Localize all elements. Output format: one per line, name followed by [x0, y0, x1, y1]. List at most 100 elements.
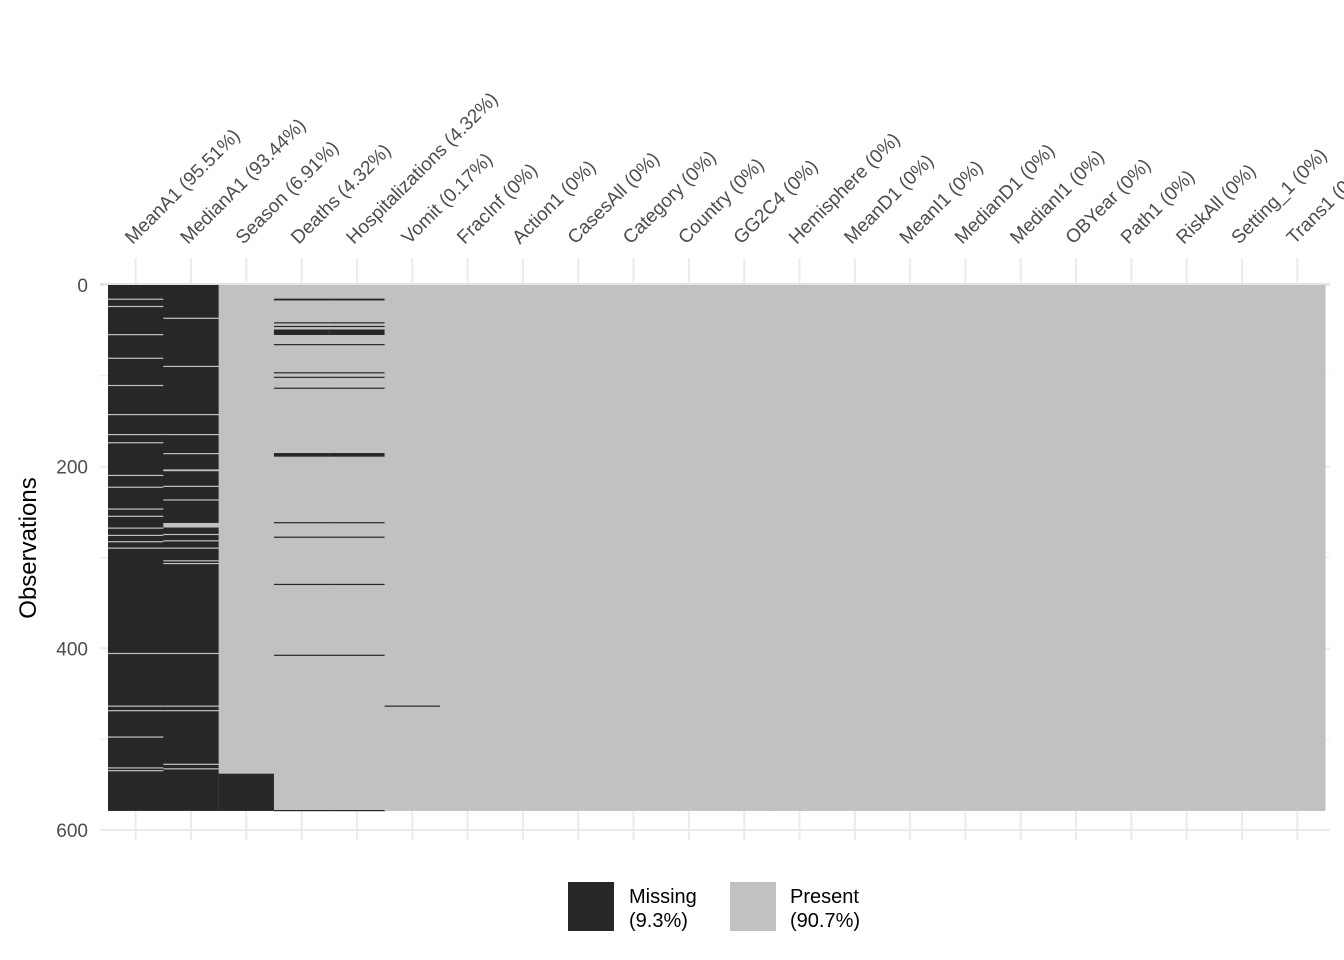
cell-present: [108, 305, 164, 308]
cell-present: [163, 547, 220, 549]
column-cell-present: [827, 285, 883, 811]
y-tick-label: 600: [56, 821, 88, 842]
column-cell-present: [329, 285, 386, 811]
cell-missing: [273, 387, 330, 389]
column-cell-present: [384, 285, 441, 811]
cell-missing: [329, 387, 386, 389]
cell-present: [108, 710, 164, 712]
column-cell-present: [218, 285, 275, 811]
cell-present: [108, 413, 164, 416]
cell-missing: [329, 536, 386, 538]
legend-swatch-present: [730, 882, 776, 931]
cell-missing: [218, 773, 275, 811]
column-cell-present: [439, 285, 496, 811]
cell-missing: [273, 325, 330, 328]
cell-present: [163, 768, 220, 770]
column-cell-present: [1214, 285, 1271, 811]
cell-missing: [273, 583, 330, 586]
cell-present: [108, 547, 164, 549]
legend-swatch-missing: [568, 882, 614, 931]
cell-missing: [273, 372, 330, 374]
cell-missing: [329, 344, 386, 346]
column-label: Season (6.91%): [232, 137, 343, 248]
cell-present: [163, 522, 220, 528]
cell-missing: [273, 376, 330, 378]
legend-pct-missing: (9.3%): [629, 910, 688, 932]
column-cell-present: [882, 285, 939, 811]
column-cell-present: [937, 285, 994, 811]
column-cell-present: [716, 285, 773, 811]
cell-present: [163, 763, 220, 765]
cell-missing: [329, 298, 386, 301]
cell-present: [163, 533, 220, 536]
legend-pct-present: (90.7%): [790, 910, 860, 932]
column-cell-present: [273, 285, 330, 811]
cell-missing: [273, 322, 330, 324]
column-cell-present: [661, 285, 717, 811]
column-cell-present: [771, 285, 828, 811]
cell-missing: [329, 329, 386, 335]
column-cell-present: [605, 285, 662, 811]
cell-missing: [329, 325, 386, 328]
cell-missing: [329, 810, 386, 812]
cell-present: [163, 317, 220, 319]
cell-present: [163, 365, 220, 368]
cell-missing: [329, 372, 386, 374]
cell-present: [108, 508, 164, 510]
y-tick-label: 0: [77, 276, 88, 297]
y-axis-title: Observations: [15, 477, 42, 618]
cell-present: [108, 298, 164, 300]
cell-missing: [273, 810, 330, 812]
column-label: Deaths (4.32%): [287, 140, 395, 248]
cell-missing: [273, 344, 330, 346]
cell-present: [163, 562, 220, 565]
cell-present: [108, 736, 164, 738]
y-tick-label: 200: [56, 458, 88, 479]
column-cell-present: [1269, 285, 1326, 811]
cell-missing: [273, 522, 330, 524]
legend: Missing (9.3%) Present (90.7%): [568, 882, 860, 932]
column-cell-present: [495, 285, 552, 811]
cell-missing: [329, 522, 386, 524]
cell-present: [108, 705, 164, 707]
cell-present: [108, 767, 164, 769]
cell-present: [163, 560, 220, 562]
cell-present: [108, 527, 164, 529]
column-cell-present: [550, 285, 607, 811]
cell-present: [163, 705, 220, 707]
cell-missing: [329, 654, 386, 656]
cell-present: [163, 433, 220, 436]
column-cell-present: [1103, 285, 1160, 811]
cell-missing: [329, 453, 386, 457]
column-cell-present: [993, 285, 1049, 811]
cell-present: [108, 442, 164, 444]
cell-present: [163, 485, 220, 487]
cell-present: [108, 474, 164, 477]
cell-present: [163, 540, 220, 542]
cell-missing: [329, 322, 386, 324]
column-label: Setting_1 (0%): [1228, 145, 1332, 249]
cell-missing: [273, 298, 330, 301]
y-axis-ticks: 0 200 400 600: [56, 276, 88, 842]
cell-missing: [384, 705, 441, 707]
cell-present: [108, 433, 164, 436]
column-cell-present: [1159, 285, 1215, 811]
cell-present: [163, 469, 220, 472]
heatmap-cells: [108, 285, 1326, 812]
cell-present: [163, 413, 220, 416]
column-label: MedianD1 (0%): [951, 140, 1059, 248]
column-labels: MeanA1 (95.51%)MedianA1 (93.44%)Season (…: [121, 89, 1344, 249]
cell-present: [163, 710, 220, 712]
y-tick-label: 400: [56, 639, 88, 660]
cell-present: [108, 334, 164, 336]
cell-missing: [273, 329, 330, 335]
cell-present: [108, 770, 164, 772]
cell-present: [108, 515, 164, 517]
cell-present: [108, 534, 164, 536]
cell-present: [108, 357, 164, 359]
cell-missing: [273, 654, 330, 656]
cell-missing: [273, 536, 330, 538]
cell-present: [108, 652, 164, 655]
cell-missing: [273, 453, 330, 457]
